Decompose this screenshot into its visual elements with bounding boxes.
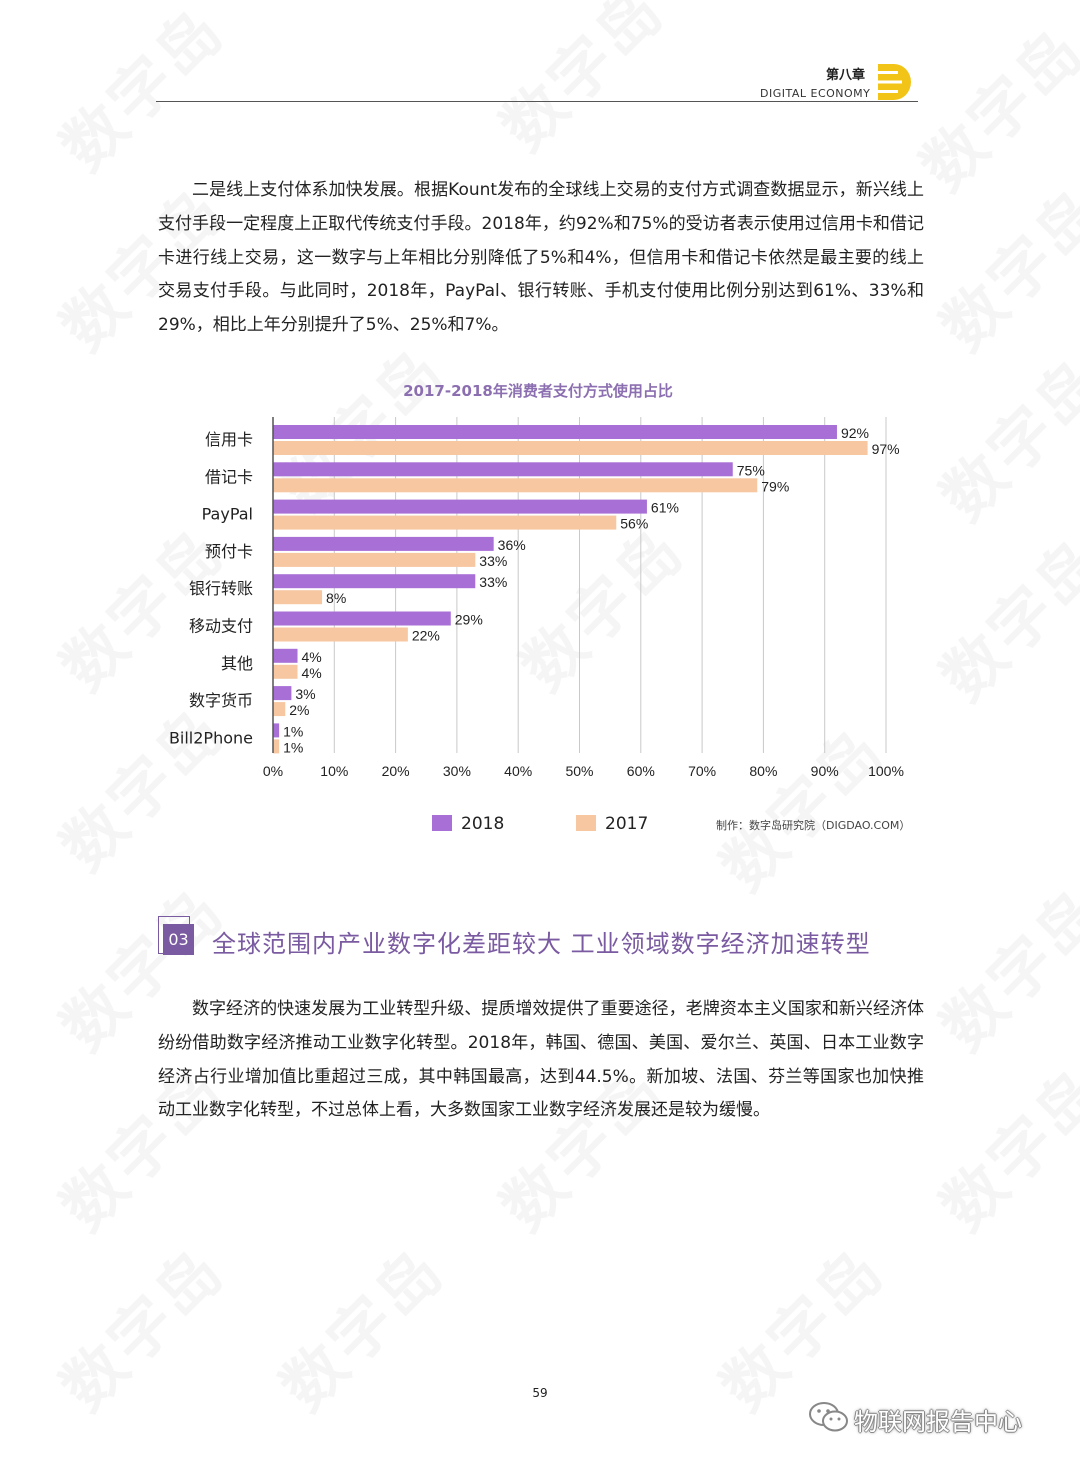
data-label: 2% bbox=[289, 702, 309, 718]
body-paragraph: 数字经济的快速发展为工业转型升级、提质增效提供了重要途径，老牌资本主义国家和新兴… bbox=[158, 999, 924, 1121]
data-label: 29% bbox=[455, 612, 483, 628]
watermark: 数字岛 bbox=[917, 863, 1080, 1067]
data-label: 8% bbox=[326, 590, 346, 606]
header-subtitle: DIGITAL ECONOMY bbox=[760, 87, 871, 100]
data-label: 92% bbox=[841, 425, 869, 441]
bar-2017 bbox=[273, 478, 758, 493]
data-label: 56% bbox=[620, 516, 648, 532]
bar-2017 bbox=[273, 552, 476, 567]
watermark: 数字岛 bbox=[37, 0, 241, 187]
data-label: 1% bbox=[283, 739, 303, 755]
chapter-label: 第八章 bbox=[826, 68, 866, 83]
bar-2018 bbox=[273, 611, 451, 626]
section-title: 全球范围内产业数字化差距较大 工业领域数字经济加速转型 bbox=[212, 930, 871, 958]
bar-2018 bbox=[273, 536, 494, 551]
category-label: 移动支付 bbox=[189, 617, 253, 636]
legend-swatch-2017 bbox=[576, 815, 596, 831]
watermark: 数字岛 bbox=[917, 1043, 1080, 1247]
chart-title: 2017-2018年消费者支付方式使用占比 bbox=[403, 382, 673, 400]
category-label: 其他 bbox=[221, 654, 253, 673]
wechat-icon bbox=[809, 1402, 848, 1432]
category-label: 数字货币 bbox=[189, 691, 253, 710]
data-label: 22% bbox=[412, 628, 440, 644]
category-label: 预付卡 bbox=[205, 542, 253, 561]
watermark: 数字岛 bbox=[897, 3, 1080, 207]
legend-label: 2018 bbox=[461, 814, 505, 834]
x-tick-label: 40% bbox=[504, 763, 532, 779]
bar-2017 bbox=[273, 739, 280, 754]
bar-2018 bbox=[273, 499, 647, 514]
category-label: Bill2Phone bbox=[169, 728, 253, 747]
legend-item-2017: 2017 bbox=[576, 814, 648, 834]
watermark: 数字岛 bbox=[917, 333, 1080, 537]
x-tick-label: 90% bbox=[811, 763, 839, 779]
payment-methods-bar-chart: 0% 10% 20% 30% 40% 50% 60% 70% 80% 90% 100% 信用卡 92%9… bbox=[169, 417, 904, 779]
page-number: 59 bbox=[532, 1386, 548, 1400]
data-label: 33% bbox=[479, 574, 507, 590]
bar-2017 bbox=[273, 702, 286, 717]
data-label: 75% bbox=[737, 462, 765, 478]
bar-2018 bbox=[273, 425, 837, 439]
category-label: PayPal bbox=[202, 505, 253, 524]
data-label: 3% bbox=[295, 686, 315, 702]
chart-credit: 制作：数字岛研究院（DIGDAO.COM） bbox=[716, 819, 911, 832]
category-label: 借记卡 bbox=[205, 467, 253, 486]
data-label: 97% bbox=[872, 441, 900, 457]
legend-swatch-2018 bbox=[432, 815, 452, 831]
bar-2017 bbox=[273, 664, 298, 679]
category-label: 银行转账 bbox=[189, 579, 253, 598]
watermark: 数字岛 bbox=[917, 163, 1080, 367]
bar-2017 bbox=[273, 590, 323, 605]
bar-2018 bbox=[273, 648, 298, 663]
body-paragraph: 二是线上支付体系加快发展。根据Kount发布的全球线上交易的支付方式调查数据显示… bbox=[158, 180, 924, 336]
category-label: 信用卡 bbox=[205, 430, 253, 449]
data-label: 33% bbox=[479, 553, 507, 569]
digital-economy-logo bbox=[878, 64, 911, 100]
bar-2017 bbox=[273, 441, 868, 455]
x-tick-label: 10% bbox=[320, 763, 348, 779]
data-label: 61% bbox=[651, 500, 679, 516]
header-divider bbox=[156, 101, 918, 102]
x-tick-label: 0% bbox=[263, 763, 283, 779]
watermark: 数字岛 bbox=[917, 513, 1080, 717]
bar-2018 bbox=[273, 723, 280, 738]
data-label: 4% bbox=[302, 665, 322, 681]
x-tick-label: 20% bbox=[382, 763, 410, 779]
x-tick-label: 50% bbox=[565, 763, 593, 779]
bar-2017 bbox=[273, 627, 408, 642]
bar-2017 bbox=[273, 515, 617, 530]
x-tick-label: 60% bbox=[627, 763, 655, 779]
legend-item-2018: 2018 bbox=[432, 814, 504, 834]
data-label: 1% bbox=[283, 723, 303, 739]
data-label: 36% bbox=[498, 537, 526, 553]
bar-2018 bbox=[273, 462, 733, 477]
bar-2018 bbox=[273, 686, 292, 701]
x-tick-label: 80% bbox=[749, 763, 777, 779]
data-label: 4% bbox=[302, 649, 322, 665]
watermark: 数字岛 bbox=[477, 0, 681, 167]
data-label: 79% bbox=[761, 478, 789, 494]
bar-2018 bbox=[273, 574, 476, 589]
legend-label: 2017 bbox=[605, 814, 649, 834]
x-tick-label: 70% bbox=[688, 763, 716, 779]
x-tick-label: 100% bbox=[868, 763, 904, 779]
x-tick-label: 30% bbox=[443, 763, 471, 779]
section-number-badge: 03 bbox=[163, 924, 194, 955]
footer-account-name: 物联网报告中心 bbox=[854, 1408, 1022, 1436]
